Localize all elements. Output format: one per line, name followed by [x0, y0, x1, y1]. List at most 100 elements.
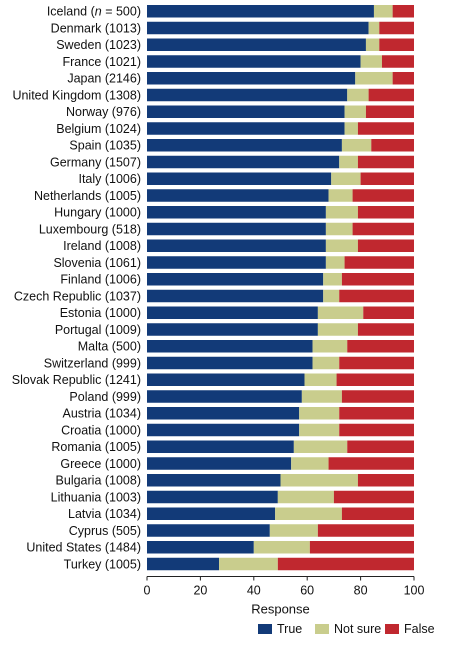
bar-segment-false: [352, 222, 414, 236]
bar-segment-false: [352, 189, 414, 202]
bar-segment-true: [147, 557, 220, 571]
bar-segment-not-sure: [325, 239, 358, 252]
bar-segment-true: [147, 423, 300, 437]
bar-segment-true: [147, 189, 329, 202]
category-label: Greece (1000): [60, 457, 141, 471]
bar-segment-true: [147, 289, 324, 303]
bar-segment-false: [347, 340, 414, 353]
bars: [147, 5, 414, 571]
category-label: Belgium (1024): [56, 122, 141, 136]
bar-segment-not-sure: [293, 440, 348, 453]
category-label: Slovenia (1061): [53, 256, 141, 270]
bar-segment-not-sure: [299, 407, 340, 420]
bar-segment-not-sure: [325, 206, 358, 219]
bar-segment-true: [147, 323, 318, 336]
bar-segment-false: [379, 38, 414, 51]
bar-segment-not-sure: [312, 356, 340, 370]
category-label-part: Iceland (: [47, 5, 96, 19]
bar-segment-true: [147, 407, 300, 420]
category-label: Germany (1507): [50, 155, 141, 169]
bar-segment-false: [347, 440, 414, 453]
bar-segment-false: [341, 390, 414, 403]
legend-swatch-false: [385, 624, 399, 634]
bar-segment-true: [147, 524, 270, 537]
category-label: Spain (1035): [69, 139, 141, 153]
bar-segment-true: [147, 88, 348, 102]
bar-segment-false: [357, 323, 414, 336]
category-label: United States (1484): [26, 541, 141, 555]
category-label: Portugal (1009): [55, 323, 141, 337]
bar-segment-true: [147, 356, 313, 370]
bar-segment-true: [147, 541, 254, 554]
bar-segment-true: [147, 55, 361, 68]
bar-segment-true: [147, 440, 294, 453]
legend-swatch-not-sure: [315, 624, 329, 634]
bar-segment-not-sure: [304, 373, 337, 386]
bar-segment-true: [147, 457, 292, 470]
category-label: Romania (1005): [51, 440, 141, 454]
bar-segment-true: [147, 306, 318, 319]
bar-segment-not-sure: [299, 423, 340, 437]
bar-segment-true: [147, 273, 324, 286]
x-tick-label: 80: [354, 584, 368, 598]
bar-segment-true: [147, 222, 326, 236]
bar-segment-false: [357, 122, 414, 135]
bar-segment-false: [341, 273, 414, 286]
category-label-part: n: [95, 5, 102, 19]
bar-segment-false: [341, 507, 414, 520]
bar-segment-true: [147, 155, 340, 169]
bar-segment-false: [371, 139, 414, 152]
bar-segment-false: [339, 407, 414, 420]
category-label: France (1021): [62, 55, 141, 69]
bar-segment-not-sure: [331, 172, 361, 185]
bar-segment-false: [309, 541, 414, 554]
bar-segment-not-sure: [323, 289, 340, 303]
bar-segment-not-sure: [291, 457, 329, 470]
bar-segment-true: [147, 490, 278, 504]
x-tick-label: 60: [300, 584, 314, 598]
category-label: Croatia (1000): [61, 423, 141, 437]
bar-segment-true: [147, 105, 345, 118]
category-label: Sweden (1023): [56, 38, 141, 52]
legend-label: True: [277, 622, 302, 636]
bar-segment-false: [368, 88, 414, 102]
bar-segment-not-sure: [355, 72, 393, 85]
bar-segment-true: [147, 239, 326, 252]
bar-segment-not-sure: [323, 273, 342, 286]
bar-segment-not-sure: [360, 55, 382, 68]
category-label: Poland (999): [69, 390, 141, 404]
category-labels: Iceland (n = 500) Denmark (1013) Sweden (1…: [12, 5, 141, 572]
bar-segment-not-sure: [301, 390, 342, 403]
bar-segment-not-sure: [325, 256, 345, 269]
bar-segment-true: [147, 340, 313, 353]
category-label: Japan (2146): [67, 72, 141, 86]
category-label: Hungary (1000): [54, 206, 141, 220]
bar-segment-true: [147, 72, 356, 85]
legend-label: Not sure: [334, 622, 381, 636]
category-label: Netherlands (1005): [34, 189, 141, 203]
bar-segment-true: [147, 172, 332, 185]
legend: True Not sure False: [258, 622, 435, 636]
bar-segment-not-sure: [341, 139, 372, 152]
bar-segment-not-sure: [373, 5, 393, 18]
x-tick-label: 100: [404, 584, 425, 598]
bar-segment-false: [392, 5, 414, 18]
bar-segment-not-sure: [325, 222, 353, 236]
bar-segment-not-sure: [368, 21, 380, 35]
bar-segment-not-sure: [277, 490, 334, 504]
category-label: Norway (976): [66, 105, 141, 119]
bar-segment-not-sure: [347, 88, 369, 102]
bar-segment-not-sure: [275, 507, 342, 520]
bar-segment-false: [357, 239, 414, 252]
bar-segment-false: [357, 206, 414, 219]
category-label: United Kingdom (1308): [12, 88, 141, 102]
bar-segment-not-sure: [219, 557, 278, 571]
category-label: Finland (1006): [60, 273, 141, 287]
category-label: Czech Republic (1037): [14, 289, 141, 303]
x-axis-title: Response: [251, 602, 310, 617]
category-label: Ireland (1008): [63, 239, 141, 253]
category-label: Luxembourg (518): [39, 222, 141, 236]
category-label: Turkey (1005): [64, 557, 141, 571]
x-axis: 0 20 40 60 80 100: [144, 576, 425, 598]
